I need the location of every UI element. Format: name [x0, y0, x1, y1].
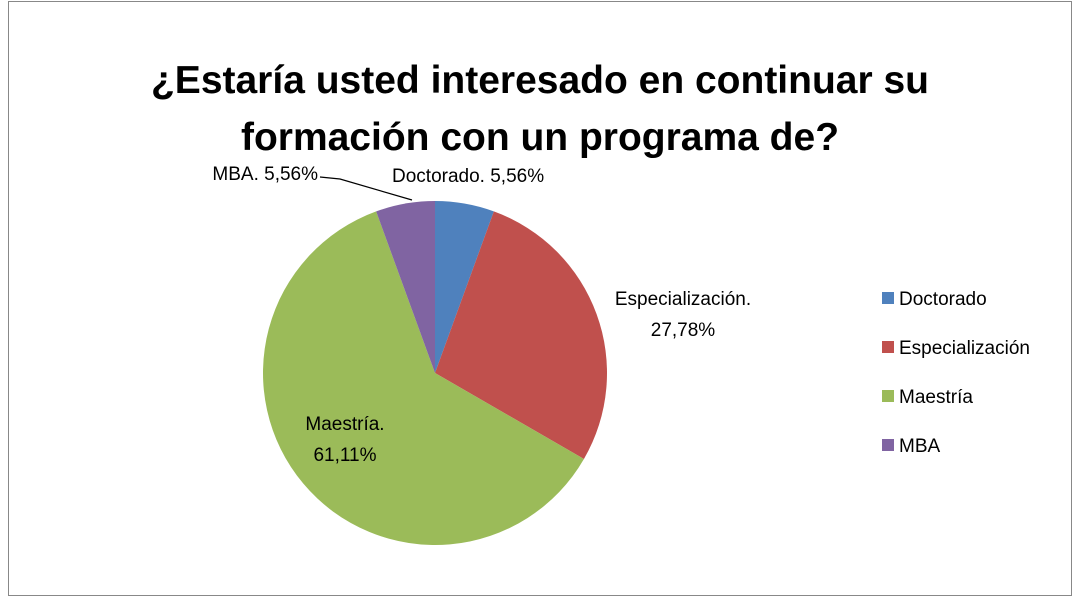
pie-slice	[435, 211, 607, 460]
data-label: Especialización. 27,78%	[614, 289, 752, 341]
legend-swatch	[882, 439, 894, 451]
legend-label: Especialización	[899, 338, 1030, 359]
chart-title: ¿Estaría usted interesado en continuar s…	[150, 59, 930, 159]
pie-slice	[376, 201, 435, 373]
pie-slice	[435, 201, 494, 373]
data-label: MBA. 5,56%	[212, 164, 318, 185]
legend-label: MBA	[899, 436, 941, 457]
pie-slice	[263, 211, 584, 545]
leader-line	[319, 176, 413, 201]
data-label: Maestría. 61,11%	[305, 414, 385, 466]
legend-swatch	[882, 390, 894, 402]
legend-swatch	[882, 341, 894, 353]
legend-label: Maestría	[899, 387, 973, 408]
data-label: Doctorado. 5,56%	[392, 166, 545, 187]
legend-swatch	[882, 292, 894, 304]
legend-label: Doctorado	[899, 289, 987, 310]
